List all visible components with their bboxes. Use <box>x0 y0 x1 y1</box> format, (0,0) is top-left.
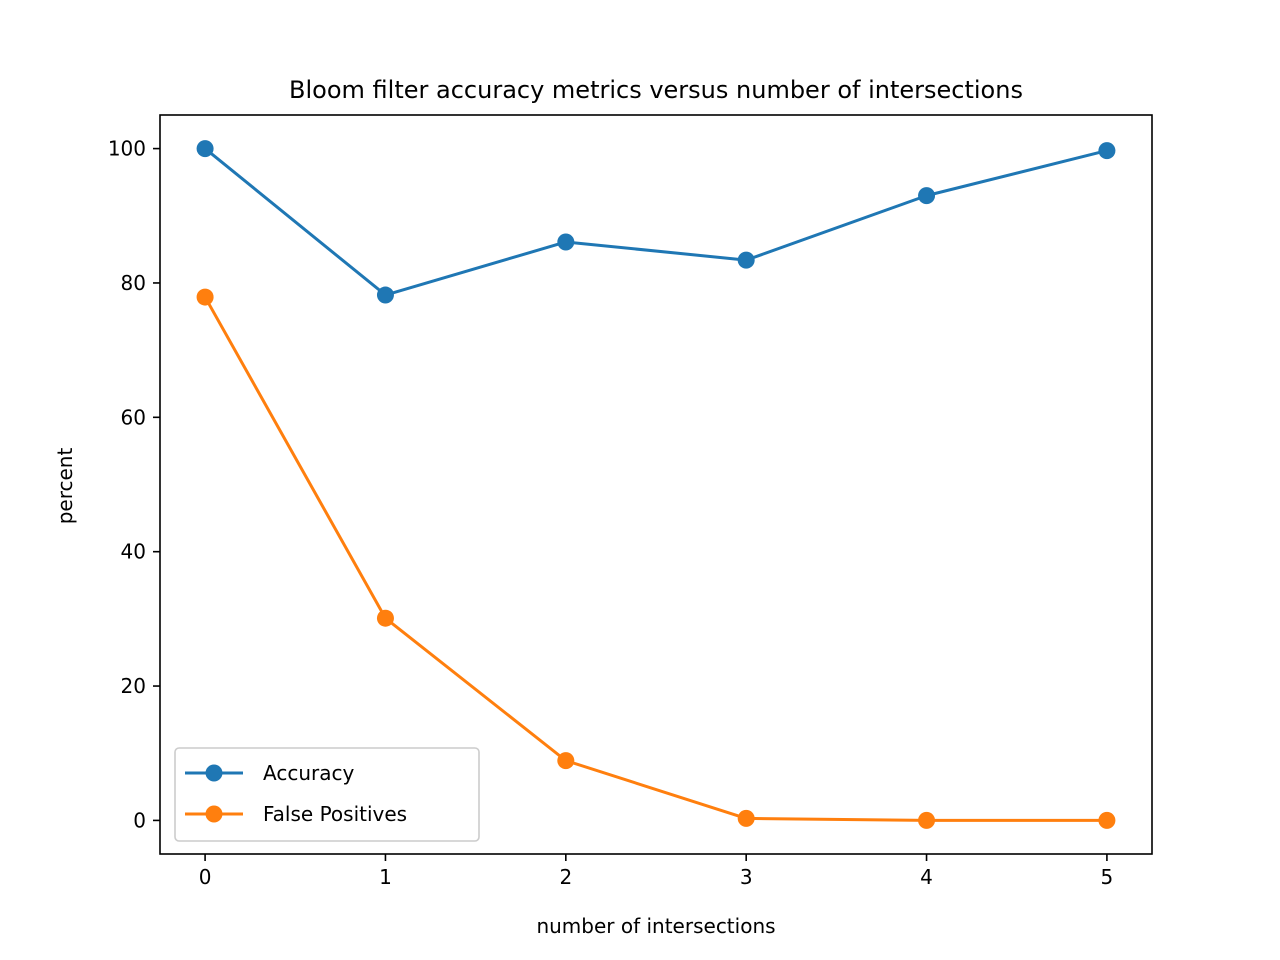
x-tick-label-3: 3 <box>740 865 753 889</box>
series-accuracy <box>196 140 1116 304</box>
x-tick-label-5: 5 <box>1101 865 1114 889</box>
y-tick-label-3: 60 <box>121 405 146 429</box>
legend: Accuracy False Positives <box>174 747 480 842</box>
y-axis-label: percent <box>53 448 77 525</box>
data-point-0-4 <box>918 187 936 205</box>
x-tick-label-4: 4 <box>920 865 933 889</box>
data-point-0-0 <box>196 140 214 158</box>
x-axis-label: number of intersections <box>536 914 775 938</box>
y-tick-label-0: 0 <box>133 808 146 832</box>
legend-swatch-marker-1 <box>205 805 223 823</box>
data-point-1-3 <box>737 809 755 827</box>
plot-frame <box>159 114 1153 855</box>
data-point-0-2 <box>557 233 575 251</box>
legend-label-0: Accuracy <box>263 761 354 785</box>
data-point-1-0 <box>196 288 214 306</box>
data-point-0-1 <box>376 286 394 304</box>
y-tick-label-2: 40 <box>121 540 146 564</box>
series-false-positives <box>196 288 1116 829</box>
data-point-1-5 <box>1098 811 1116 829</box>
y-tick-label-4: 80 <box>121 271 146 295</box>
series-layer <box>196 140 1116 829</box>
legend-box <box>174 747 480 842</box>
x-tick-label-0: 0 <box>199 865 212 889</box>
plot-area <box>159 114 1153 855</box>
x-axis: 0 1 2 3 4 5 <box>199 854 1114 889</box>
data-point-0-5 <box>1098 142 1116 160</box>
data-point-1-4 <box>918 811 936 829</box>
legend-label-1: False Positives <box>263 802 407 826</box>
data-point-1-2 <box>557 752 575 770</box>
series-line-0 <box>204 147 1108 297</box>
data-point-1-1 <box>376 609 394 627</box>
y-tick-label-1: 20 <box>121 674 146 698</box>
legend-swatch-marker-0 <box>205 764 223 782</box>
y-tick-label-5: 100 <box>108 137 146 161</box>
y-axis: 0 20 40 60 80 100 <box>108 137 160 832</box>
series-line-1 <box>203 296 1107 822</box>
x-tick-label-1: 1 <box>379 865 392 889</box>
data-point-0-3 <box>737 251 755 269</box>
x-tick-label-2: 2 <box>559 865 572 889</box>
chart-title: Bloom filter accuracy metrics versus num… <box>289 76 1023 104</box>
